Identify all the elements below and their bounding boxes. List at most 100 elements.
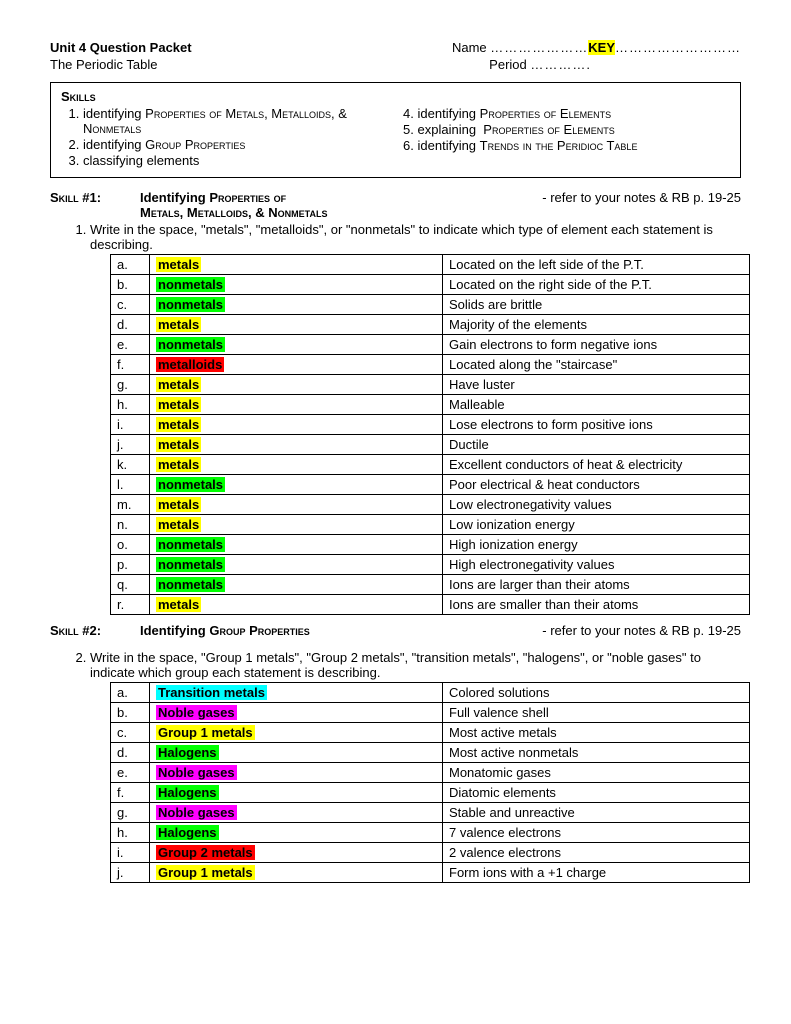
skill1-label: Skill #1: [50, 190, 140, 220]
row-answer: Halogens [150, 823, 443, 843]
row-letter: d. [111, 315, 150, 335]
skill-item: classifying elements [83, 153, 396, 168]
table-row: l.nonmetalsPoor electrical & heat conduc… [111, 475, 750, 495]
table-row: r.metalsIons are smaller than their atom… [111, 595, 750, 615]
row-description: Ductile [443, 435, 750, 455]
row-description: Lose electrons to form positive ions [443, 415, 750, 435]
table-row: g. Noble gases Stable and unreactive [111, 803, 750, 823]
row-description: Gain electrons to form negative ions [443, 335, 750, 355]
table-row: i.metalsLose electrons to form positive … [111, 415, 750, 435]
table-row: f.HalogensDiatomic elements [111, 783, 750, 803]
skill-item: identifying Group Properties [83, 137, 396, 152]
answer-highlight: Noble gases [156, 805, 237, 820]
row-description: High ionization energy [443, 535, 750, 555]
row-answer: Group 1 metals [150, 723, 443, 743]
row-description: Stable and unreactive [443, 803, 750, 823]
answer-highlight: metalloids [156, 357, 224, 372]
row-description: Poor electrical & heat conductors [443, 475, 750, 495]
row-answer: metals [150, 315, 443, 335]
skills-box: Skills identifying Properties of Metals,… [50, 82, 741, 178]
row-letter: i. [111, 415, 150, 435]
header-row-2: The Periodic Table Period …………. [50, 57, 741, 72]
question-1-text: Write in the space, "metals", "metalloid… [90, 222, 713, 252]
name-label: Name [452, 40, 487, 55]
answer-highlight: Halogens [156, 785, 219, 800]
skill-item: identifying Properties of Elements [418, 106, 731, 121]
table-row: b.nonmetalsLocated on the right side of … [111, 275, 750, 295]
table-row: p.nonmetalsHigh electronegativity values [111, 555, 750, 575]
answer-highlight: nonmetals [156, 537, 225, 552]
row-letter: i. [111, 843, 150, 863]
answer-highlight: metals [156, 377, 201, 392]
row-answer: nonmetals [150, 555, 443, 575]
row-letter: p. [111, 555, 150, 575]
answer-highlight: metals [156, 257, 201, 272]
question-1: Write in the space, "metals", "metalloid… [90, 222, 741, 252]
row-answer: metals [150, 415, 443, 435]
answer-highlight: Group 2 metals [156, 845, 255, 860]
row-description: Ions are larger than their atoms [443, 575, 750, 595]
row-letter: k. [111, 455, 150, 475]
skill-item: identifying Properties of Metals, Metall… [83, 106, 396, 136]
table-row: o. nonmetals High ionization energy [111, 535, 750, 555]
table-skill2: a.Transition metalsColored solutionsb.No… [110, 682, 750, 883]
row-letter: o. [111, 535, 150, 555]
row-answer: nonmetals [150, 295, 443, 315]
row-answer: Group 2 metals [150, 843, 443, 863]
row-answer: metalloids [150, 355, 443, 375]
table-row: j.Group 1 metalsForm ions with a +1 char… [111, 863, 750, 883]
row-letter: f. [111, 783, 150, 803]
table-row: d.metalsMajority of the elements [111, 315, 750, 335]
row-answer: nonmetals [150, 275, 443, 295]
row-letter: m. [111, 495, 150, 515]
name-line: Name …………………KEY……………………… [452, 40, 741, 55]
table-row: c.nonmetalsSolids are brittle [111, 295, 750, 315]
row-description: Located along the "staircase" [443, 355, 750, 375]
answer-highlight: nonmetals [156, 277, 225, 292]
row-answer: nonmetals [150, 575, 443, 595]
row-letter: r. [111, 595, 150, 615]
answer-highlight: nonmetals [156, 557, 225, 572]
row-answer: Group 1 metals [150, 863, 443, 883]
answer-highlight: Group 1 metals [156, 725, 255, 740]
row-letter: f. [111, 355, 150, 375]
skills-heading: Skills [61, 89, 730, 104]
skill1-title: Identifying Properties of Metals, Metall… [140, 190, 328, 220]
row-answer: metals [150, 395, 443, 415]
row-answer: metals [150, 515, 443, 535]
table-row: e.Noble gasesMonatomic gases [111, 763, 750, 783]
answer-highlight: Halogens [156, 825, 219, 840]
row-letter: l. [111, 475, 150, 495]
row-letter: h. [111, 823, 150, 843]
row-answer: Noble gases [150, 703, 443, 723]
table-row: n.metalsLow ionization energy [111, 515, 750, 535]
dots: ………………… [490, 40, 588, 55]
row-letter: c. [111, 723, 150, 743]
row-letter: c. [111, 295, 150, 315]
table-row: b.Noble gasesFull valence shell [111, 703, 750, 723]
row-description: Malleable [443, 395, 750, 415]
answer-highlight: Transition metals [156, 685, 267, 700]
row-answer: metals [150, 435, 443, 455]
row-answer: Transition metals [150, 683, 443, 703]
table-row: h.metalsMalleable [111, 395, 750, 415]
answer-highlight: Halogens [156, 745, 219, 760]
row-letter: g. [111, 803, 150, 823]
row-description: Colored solutions [443, 683, 750, 703]
row-description: Majority of the elements [443, 315, 750, 335]
table-row: d.HalogensMost active nonmetals [111, 743, 750, 763]
table-row: m.metalsLow electronegativity values [111, 495, 750, 515]
row-answer: Noble gases [150, 803, 443, 823]
answer-highlight: Group 1 metals [156, 865, 255, 880]
table-row: h.Halogens7 valence electrons [111, 823, 750, 843]
skill2-title: Identifying Group Properties [140, 623, 310, 638]
row-answer: Noble gases [150, 763, 443, 783]
row-letter: j. [111, 435, 150, 455]
table-row: f. metalloids Located along the "staircase… [111, 355, 750, 375]
key-highlight: KEY [588, 40, 615, 55]
period-line: Period …………. [489, 57, 741, 72]
table-skill1: a.metalsLocated on the left side of the … [110, 254, 750, 615]
row-description: Solids are brittle [443, 295, 750, 315]
skills-col-left: identifying Properties of Metals, Metall… [61, 104, 396, 169]
table-row: e.nonmetalsGain electrons to form negati… [111, 335, 750, 355]
